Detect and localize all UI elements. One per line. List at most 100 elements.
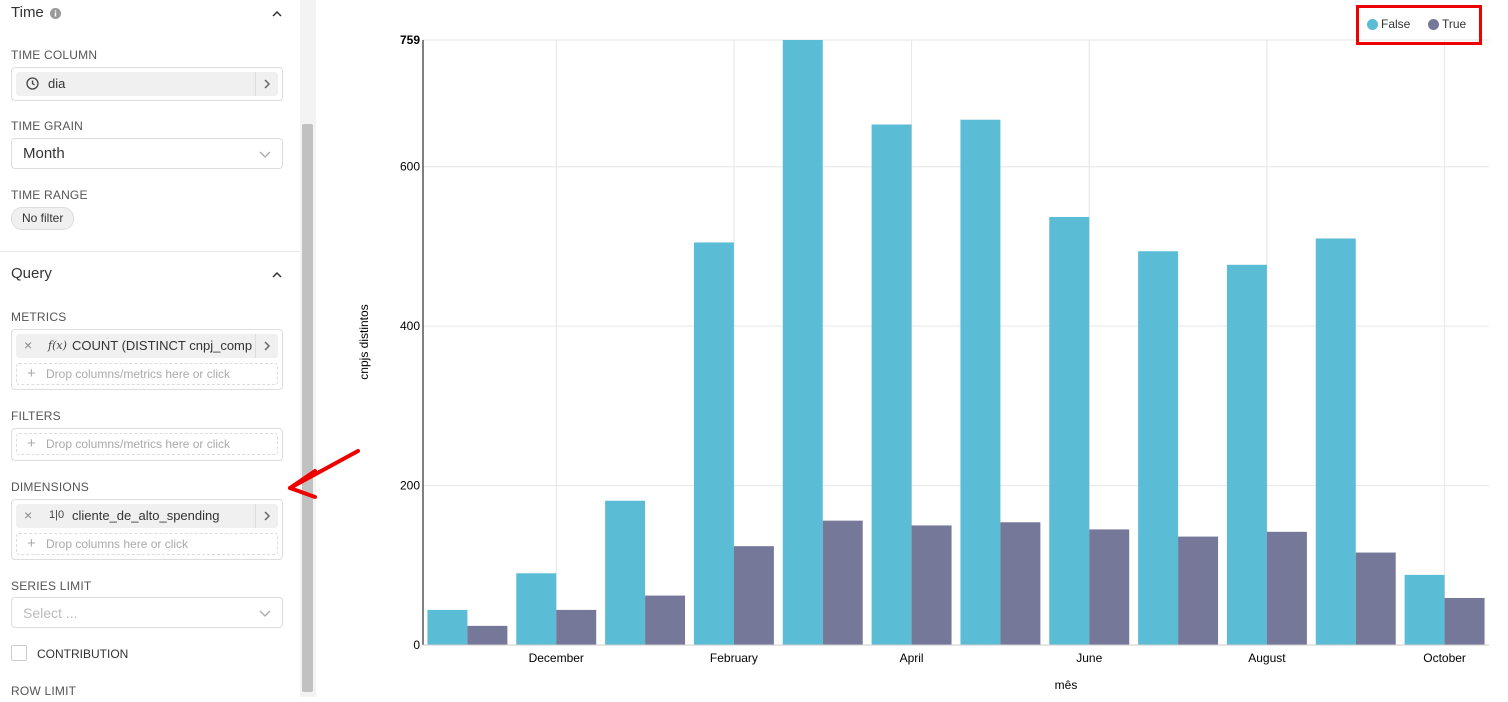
plus-icon: + [27, 535, 36, 552]
collapse-chevron-up-icon[interactable] [272, 270, 282, 280]
contribution-label: CONTRIBUTION [37, 647, 129, 661]
legend-highlight-box [1356, 5, 1482, 45]
bar-true-10[interactable] [1355, 552, 1396, 645]
x-tick-label: October [1423, 651, 1466, 665]
plus-icon: + [27, 365, 36, 382]
info-icon [49, 7, 61, 19]
bar-false-5[interactable] [871, 124, 912, 646]
bar-false-6[interactable] [960, 119, 1001, 645]
metrics-label: METRICS [11, 310, 67, 324]
dimensions-field[interactable]: × 1|0 cliente_de_alto_spending + Drop co… [11, 499, 283, 560]
series-limit-select[interactable]: Select ... [11, 597, 283, 628]
dimensions-dropzone[interactable]: + Drop columns here or click [16, 533, 278, 555]
y-axis-title: cnpjs distintos [357, 304, 371, 379]
control-panel: Time TIME COLUMN dia TIME GRAIN Month TI… [0, 0, 300, 698]
remove-x-icon[interactable]: × [24, 337, 33, 353]
dimension-edit[interactable] [255, 504, 278, 528]
filters-dropzone[interactable]: + Drop columns/metrics here or click [16, 433, 278, 455]
time-column-field[interactable]: dia [11, 67, 283, 101]
annotation-arrow-icon [288, 449, 360, 499]
contribution-checkbox[interactable] [11, 645, 27, 661]
collapse-chevron-up-icon[interactable] [272, 9, 282, 19]
bar-true-4[interactable] [822, 520, 863, 645]
bar-false-11[interactable] [1404, 574, 1445, 645]
y-tick-label: 600 [400, 160, 420, 174]
chevron-down-icon [259, 151, 271, 158]
x-tick-label: December [529, 651, 584, 665]
bar-false-0[interactable] [427, 609, 468, 645]
bar-true-7[interactable] [1089, 529, 1130, 645]
series-limit-label: SERIES LIMIT [11, 579, 92, 593]
remove-x-icon[interactable]: × [24, 507, 33, 523]
bar-false-3[interactable] [693, 242, 734, 645]
bar-false-10[interactable] [1315, 238, 1356, 645]
chevron-right-icon [264, 79, 271, 89]
query-section-title[interactable]: Query [11, 265, 52, 282]
bar-true-1[interactable] [556, 609, 597, 645]
bar-true-5[interactable] [911, 525, 952, 645]
x-axis-title: mês [1055, 678, 1078, 692]
time-section-title: Time [11, 4, 44, 21]
bar-true-2[interactable] [645, 595, 686, 645]
bar-chart: 0 200 400 600 759 December February April June Au… [316, 0, 1508, 697]
filters-field[interactable]: + Drop columns/metrics here or click [11, 428, 283, 461]
clock-icon [26, 77, 39, 90]
metrics-drop-hint: Drop columns/metrics here or click [46, 367, 231, 381]
bar-false-1[interactable] [516, 573, 557, 645]
bar-true-11[interactable] [1444, 597, 1485, 645]
filters-drop-hint: Drop columns/metrics here or click [46, 437, 231, 451]
bar-false-9[interactable] [1226, 264, 1267, 645]
x-tick-label: August [1248, 651, 1286, 665]
x-tick-label: February [710, 651, 758, 665]
series-limit-placeholder: Select ... [23, 605, 78, 621]
dimensions-drop-hint: Drop columns here or click [46, 537, 189, 551]
bar-chart-svg: 0 200 400 600 759 December February April June Au… [357, 33, 1489, 692]
bar-false-2[interactable] [605, 500, 646, 645]
y-tick-label: 200 [400, 479, 420, 493]
metric-edit[interactable] [255, 334, 278, 358]
boolean-type-icon: 1|0 [49, 509, 65, 521]
row-limit-label: ROW LIMIT [11, 684, 77, 698]
y-tick-label: 0 [413, 638, 420, 652]
time-column-edit[interactable] [255, 72, 278, 96]
dimension-value: cliente_de_alto_spending [72, 508, 220, 523]
metric-value: COUNT (DISTINCT cnpj_comp... [72, 338, 252, 353]
bar-false-4[interactable] [782, 40, 823, 645]
x-tick-label: April [900, 651, 924, 665]
bar-false-8[interactable] [1138, 251, 1179, 646]
time-range-label: TIME RANGE [11, 188, 88, 202]
function-icon: f(x) [48, 339, 67, 352]
metric-pill[interactable]: × f(x) COUNT (DISTINCT cnpj_comp... [16, 334, 278, 358]
time-grain-select[interactable]: Month [11, 138, 283, 169]
time-column-pill[interactable]: dia [16, 72, 278, 96]
legend-true-dot[interactable] [1428, 19, 1439, 30]
chevron-right-icon [264, 511, 271, 521]
bar-true-3[interactable] [733, 546, 774, 645]
legend-false-label[interactable]: False [1381, 17, 1411, 31]
time-section-header[interactable]: Time [11, 4, 61, 21]
section-divider [0, 251, 300, 252]
dimensions-label: DIMENSIONS [11, 480, 90, 494]
chevron-down-icon [259, 610, 271, 617]
time-grain-label: TIME GRAIN [11, 119, 84, 133]
x-tick-label: June [1076, 651, 1102, 665]
time-range-filter[interactable]: No filter [11, 207, 75, 230]
sidebar-scrollbar-thumb[interactable] [302, 124, 313, 692]
dimension-pill[interactable]: × 1|0 cliente_de_alto_spending [16, 504, 278, 528]
time-column-label: TIME COLUMN [11, 48, 98, 62]
metrics-dropzone[interactable]: + Drop columns/metrics here or click [16, 363, 278, 385]
legend-true-label[interactable]: True [1442, 17, 1467, 31]
bar-true-0[interactable] [467, 625, 508, 645]
bar-true-9[interactable] [1266, 531, 1307, 645]
bar-true-8[interactable] [1178, 536, 1219, 645]
time-grain-value: Month [23, 145, 65, 162]
time-column-value: dia [48, 76, 66, 91]
legend-false-dot[interactable] [1367, 19, 1378, 30]
y-tick-label: 759 [400, 33, 420, 47]
metrics-field[interactable]: × f(x) COUNT (DISTINCT cnpj_comp... + Dr… [11, 329, 283, 390]
bar-true-6[interactable] [1000, 522, 1041, 645]
filters-label: FILTERS [11, 409, 61, 423]
bar-false-7[interactable] [1049, 216, 1090, 645]
y-tick-label: 400 [400, 319, 420, 333]
chevron-right-icon [264, 341, 271, 351]
